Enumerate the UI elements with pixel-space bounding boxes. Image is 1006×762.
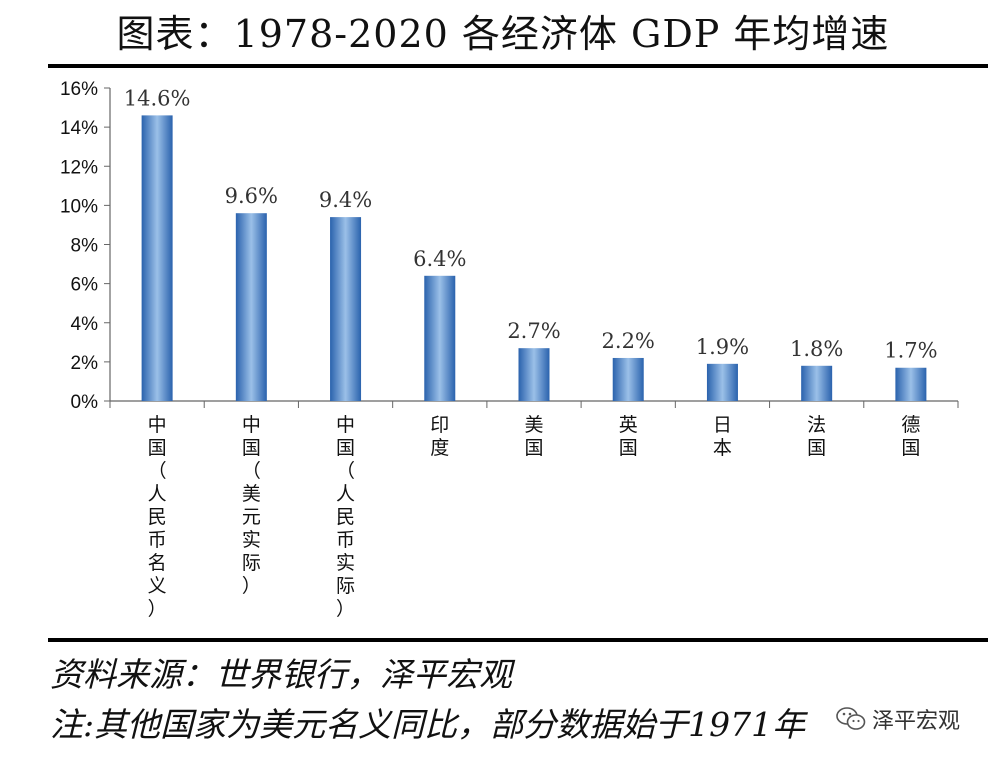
category-label: 德国 — [901, 414, 920, 459]
bar — [330, 217, 362, 401]
category-label: 法国 — [807, 414, 826, 459]
watermark: 泽平宏观 — [830, 702, 967, 736]
bar — [612, 357, 644, 401]
bar — [141, 115, 173, 401]
y-tick-label: 2% — [71, 353, 99, 374]
data-label: 2.2% — [602, 329, 655, 353]
bar — [801, 365, 833, 401]
y-tick-label: 0% — [71, 392, 99, 413]
bar — [895, 367, 927, 401]
data-label: 6.4% — [413, 247, 466, 271]
y-tick-label: 10% — [60, 196, 98, 217]
source-note: 资料来源：世界银行，泽平宏观 — [50, 655, 512, 694]
chart-title: 图表：1978-2020 各经济体 GDP 年均增速 — [116, 12, 890, 56]
y-tick-label: 14% — [60, 118, 98, 139]
y-tick-label: 4% — [71, 314, 99, 335]
category-label: 美国 — [524, 414, 543, 459]
category-label: 中国（美元实际） — [242, 414, 261, 597]
top-rule — [48, 64, 988, 68]
y-tick-label: 6% — [71, 275, 99, 296]
wechat-icon — [836, 707, 866, 730]
data-label: 1.7% — [884, 339, 937, 363]
data-label: 2.7% — [507, 319, 560, 343]
category-label: 日本 — [713, 414, 732, 459]
watermark-text: 泽平宏观 — [872, 709, 961, 734]
category-label: 英国 — [619, 414, 638, 459]
y-tick-label: 16% — [60, 79, 98, 100]
y-tick-label: 12% — [60, 157, 98, 178]
bar — [518, 348, 550, 401]
bar-chart: 0% 2% 4% 6% 8% 10% 12% 14% 16% 14.6% 中国（人民币名义） 9.6… — [60, 79, 959, 620]
data-label: 9.4% — [319, 188, 372, 212]
category-label: 中国（人民币名义） — [148, 414, 167, 620]
bar — [235, 213, 267, 401]
y-tick-label: 8% — [71, 236, 99, 257]
category-label: 印度 — [430, 414, 449, 459]
data-label: 1.8% — [790, 337, 843, 361]
footnote: 注:其他国家为美元名义同比，部分数据始于1971年 — [50, 705, 806, 744]
data-label: 9.6% — [225, 184, 278, 208]
bar — [706, 363, 738, 401]
bar — [424, 275, 456, 401]
data-label: 1.9% — [696, 335, 749, 359]
bottom-rule — [48, 638, 988, 642]
category-label: 中国（人民币实际） — [336, 414, 355, 620]
data-label: 14.6% — [124, 86, 191, 110]
